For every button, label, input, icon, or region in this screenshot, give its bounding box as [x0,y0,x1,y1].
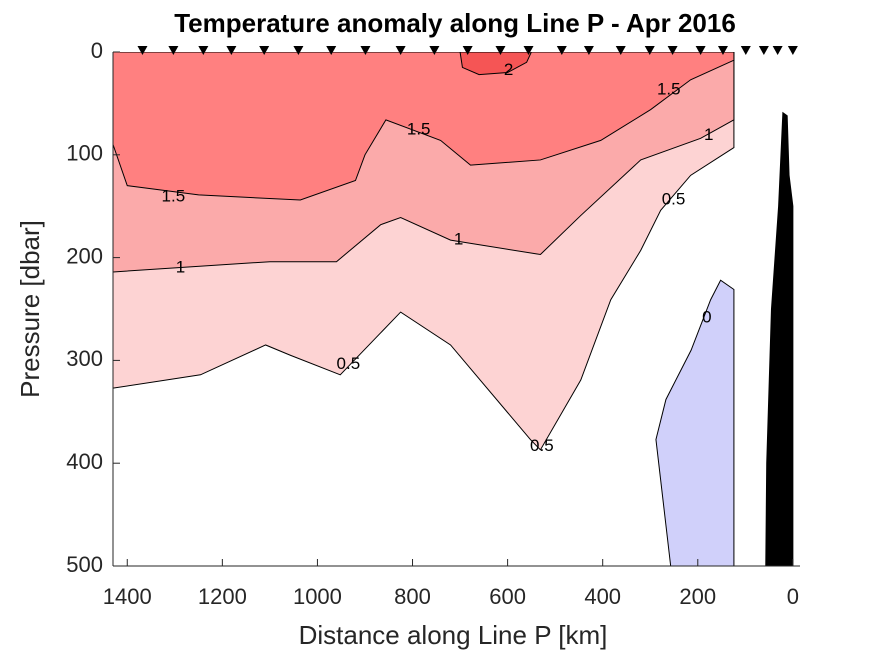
contour-region [765,111,794,566]
y-tick-label: 100 [66,141,103,166]
y-tick-label: 200 [66,243,103,268]
contour-label: 1 [176,257,185,276]
y-axis-label: Pressure [dbar] [15,220,45,398]
station-marker [429,46,440,55]
contour-label: 0.5 [662,190,686,209]
station-marker [326,46,337,55]
station-marker [615,46,626,55]
x-tick-label: 200 [679,584,716,609]
station-marker [758,46,769,55]
contour-label: 0 [702,308,711,327]
station-marker [137,46,148,55]
contour-region [113,52,735,201]
contour-region [655,279,735,566]
plot-area [113,52,794,566]
station-marker [523,46,534,55]
station-marker [360,46,371,55]
station-marker [772,46,783,55]
station-marker [667,46,678,55]
y-tick-label: 500 [66,552,103,577]
contour-label: 1.5 [162,186,186,205]
y-tick-label: 300 [66,346,103,371]
x-tick-label: 400 [584,584,621,609]
station-marker [168,46,179,55]
station-marker [787,46,798,55]
contour-label: 1 [704,125,713,144]
station-marker [644,46,655,55]
station-marker [717,46,728,55]
contour-label: 1 [454,230,463,249]
station-marker [198,46,209,55]
contour-label: 1.5 [657,80,681,99]
contour-label: 2 [504,60,513,79]
chart-title: Temperature anomaly along Line P - Apr 2… [174,8,736,38]
x-tick-label: 0 [787,584,799,609]
x-tick-label: 600 [489,584,526,609]
station-marker [740,46,751,55]
contour-label: 0.5 [337,354,361,373]
station-marker [226,46,237,55]
x-tick-label: 1000 [293,584,342,609]
station-marker [556,46,567,55]
y-tick-label: 0 [91,38,103,63]
x-axis-label: Distance along Line P [km] [299,620,608,650]
contour-label: 0.5 [530,436,554,455]
x-tick-label: 1200 [198,584,247,609]
x-tick-label: 800 [394,584,431,609]
x-tick-label: 1400 [103,584,152,609]
station-marker [495,46,506,55]
station-marker [583,46,594,55]
contour-region [459,52,532,76]
station-marker [462,46,473,55]
y-tick-label: 400 [66,449,103,474]
contour-label: 1.5 [407,120,431,139]
station-marker [259,46,270,55]
station-marker [695,46,706,55]
station-marker [395,46,406,55]
station-marker [293,46,304,55]
